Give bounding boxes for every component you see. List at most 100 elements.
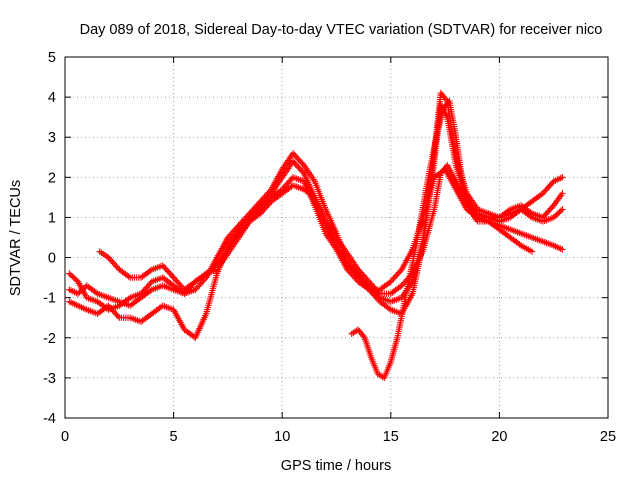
x-tick-label: 25 <box>600 429 616 445</box>
data-point <box>247 216 255 224</box>
data-point <box>230 228 237 235</box>
data-point <box>348 270 355 278</box>
data-point <box>281 183 289 190</box>
data-point <box>345 267 352 275</box>
data-point <box>516 241 523 248</box>
data-point <box>171 275 179 283</box>
data-point <box>240 216 248 223</box>
data-point <box>144 282 152 290</box>
data-point <box>539 214 547 221</box>
data-point <box>292 161 299 168</box>
data-point <box>557 207 565 214</box>
data-point <box>285 178 293 186</box>
data-point <box>284 180 291 187</box>
data-point <box>162 265 169 272</box>
data-point <box>527 209 534 216</box>
data-point <box>109 307 116 314</box>
data-point <box>291 159 298 166</box>
data-point <box>110 308 118 315</box>
data-point <box>257 206 264 213</box>
data-point <box>259 203 267 210</box>
data-point <box>160 263 168 271</box>
data-point <box>234 223 241 231</box>
data-point <box>255 207 263 215</box>
plot-frame <box>64 56 609 419</box>
data-point <box>253 210 260 218</box>
data-point <box>542 187 549 194</box>
data-point <box>262 200 270 207</box>
data-point <box>113 263 120 270</box>
data-point <box>175 280 183 287</box>
data-point <box>249 207 256 214</box>
data-point <box>112 261 119 269</box>
data-point <box>262 192 270 199</box>
data-point <box>92 289 100 296</box>
data-point <box>125 273 132 280</box>
chart-title: Day 089 of 2018, Sidereal Day-to-day VTE… <box>80 22 603 38</box>
data-point <box>293 154 301 161</box>
data-point <box>255 199 263 207</box>
data-point <box>249 215 256 222</box>
data-point <box>125 295 132 303</box>
data-point <box>545 208 552 215</box>
data-point <box>395 269 403 276</box>
data-point <box>505 207 512 214</box>
data-point <box>178 283 185 290</box>
data-point <box>246 218 253 225</box>
data-point <box>559 174 566 181</box>
y-tick-label: 2 <box>48 170 56 186</box>
y-tick-label: 1 <box>48 210 56 226</box>
data-point <box>192 286 199 293</box>
data-point <box>547 181 555 188</box>
data-point <box>250 205 257 213</box>
data-point <box>264 198 271 206</box>
data-point <box>145 281 153 288</box>
data-point <box>543 209 551 217</box>
data-point <box>261 193 268 201</box>
data-point <box>141 285 149 293</box>
y-tick-label: -2 <box>43 331 56 347</box>
data-point <box>280 184 287 192</box>
data-point <box>239 217 247 225</box>
y-tick-label: -1 <box>43 291 56 307</box>
data-point <box>388 276 396 284</box>
data-point <box>174 278 181 286</box>
data-point <box>228 229 236 237</box>
data-point <box>159 262 166 269</box>
y-axis-label: SDTVAR / TECUs <box>8 180 24 296</box>
data-point <box>266 187 274 195</box>
data-point <box>251 204 259 211</box>
data-point <box>105 302 112 309</box>
data-point <box>245 211 252 219</box>
data-point <box>559 206 566 213</box>
data-point <box>559 190 566 197</box>
data-point <box>251 212 259 219</box>
data-point <box>243 213 251 220</box>
x-tick-label: 0 <box>61 429 69 445</box>
data-point <box>398 282 405 289</box>
data-point <box>346 269 354 276</box>
data-point <box>540 212 548 220</box>
data-point <box>545 184 552 191</box>
data-point <box>296 165 304 173</box>
data-point <box>163 266 171 274</box>
data-point <box>236 220 244 228</box>
data-point <box>559 246 566 253</box>
data-point <box>170 274 177 281</box>
series-track-5 <box>348 97 536 382</box>
data-point <box>298 159 305 166</box>
data-point <box>364 285 371 292</box>
data-point <box>394 270 401 278</box>
data-point <box>295 156 302 163</box>
data-series <box>66 89 566 382</box>
data-point <box>198 278 206 286</box>
x-axis-label: GPS time / hours <box>281 458 391 474</box>
data-point <box>107 257 115 264</box>
data-point <box>105 254 112 261</box>
data-point <box>164 268 172 275</box>
data-point <box>112 310 119 317</box>
series-track-4 <box>96 166 566 293</box>
x-tick-label: 20 <box>491 429 507 445</box>
data-point <box>231 226 238 234</box>
